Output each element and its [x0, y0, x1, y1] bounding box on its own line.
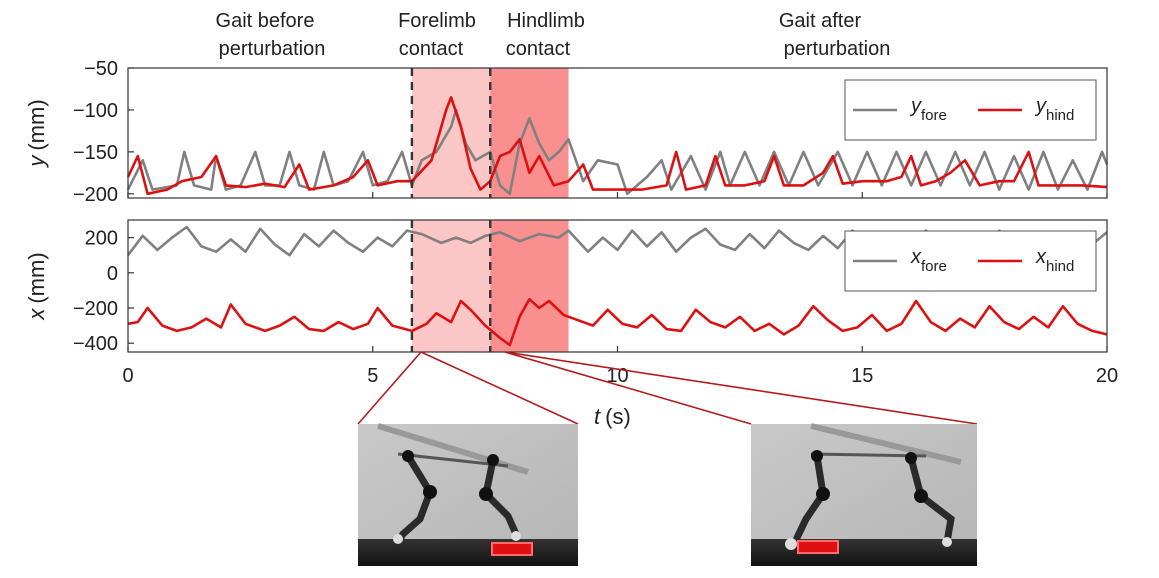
y-axis-label-unit: (mm) — [24, 252, 49, 303]
x-axis-label-unit: (s) — [605, 404, 631, 429]
connector-fore-right — [420, 351, 579, 425]
y-axis-label-unit: (mm) — [24, 99, 49, 150]
photo-contact-marker — [797, 540, 839, 554]
annotation-forelimb-line2: contact — [399, 38, 464, 60]
connector-fore-left — [357, 351, 422, 425]
annotation-gait-after-line1: Gait after — [779, 10, 862, 32]
annotation-gait-before-line1: Gait before — [216, 10, 315, 32]
x-axis-ticks: 0 5 10 15 20 — [122, 365, 1118, 387]
x-axis-label-var: t — [594, 404, 601, 429]
annotation-hindlimb: Hindlimb contact — [506, 10, 585, 60]
photo-hindlimb-contact — [751, 423, 977, 566]
x-tick-label: 20 — [1096, 365, 1118, 387]
photo-foot — [942, 537, 952, 547]
legend-y: yfore yhind — [844, 79, 1097, 141]
series-line-y-fore — [126, 108, 1109, 196]
legend-box — [844, 230, 1097, 292]
y-tick-label: 0 — [107, 263, 118, 285]
series-line-y-hind — [126, 96, 1108, 196]
legend-var: x — [910, 246, 922, 268]
annotation-gait-after-line2: perturbation — [784, 38, 891, 60]
photo-rail — [810, 423, 962, 465]
y-tick-label: −400 — [73, 333, 118, 355]
x-tick-label: 5 — [367, 365, 378, 387]
band-hindlimb-contact — [490, 220, 569, 352]
y-tick-label: −50 — [84, 58, 118, 80]
photo-joint — [914, 489, 928, 503]
y-tick-label: −200 — [73, 298, 118, 320]
annotation-gait-after: Gait after perturbation — [779, 10, 891, 60]
legend-x: xfore xhind — [844, 230, 1097, 292]
photo-joint — [811, 450, 823, 462]
y-tick-label: −150 — [73, 142, 118, 164]
annotation-hindlimb-line2: contact — [506, 38, 571, 60]
photo-forelimb-contact — [358, 423, 578, 566]
connector-hind-right — [504, 351, 978, 425]
band-forelimb-contact — [411, 68, 491, 198]
legend-label-fore: yfore — [909, 95, 947, 124]
photo-foot — [511, 531, 521, 541]
photo-foot — [785, 538, 797, 550]
annotation-hindlimb-line1: Hindlimb — [507, 10, 585, 32]
legend-var: y — [909, 95, 922, 117]
photo-joint — [479, 487, 493, 501]
band-forelimb-contact — [411, 220, 491, 352]
legend-sub: fore — [921, 258, 947, 275]
legend-sub: hind — [1046, 107, 1074, 124]
y-tick-label: −100 — [73, 100, 118, 122]
zoom-connectors — [357, 351, 978, 425]
x-tick-label: 0 — [122, 365, 133, 387]
y-tick-label: −200 — [73, 184, 118, 206]
x-tick-label: 15 — [851, 365, 873, 387]
annotation-gait-before: Gait before perturbation — [216, 10, 326, 60]
photo-leg-hind — [907, 454, 955, 546]
legend-label-hind: yhind — [1034, 95, 1074, 124]
annotation-forelimb-line1: Forelimb — [398, 10, 476, 32]
band-hindlimb-contact — [490, 68, 569, 198]
legend-sub: fore — [921, 107, 947, 124]
photo-joint — [423, 485, 437, 499]
photo-joint — [905, 452, 917, 464]
connector-hind-left — [504, 351, 752, 425]
x-axis-label: t (s) — [594, 404, 631, 429]
photo-floor — [358, 539, 578, 566]
photo-leg-front — [791, 452, 827, 546]
photo-joint — [816, 487, 830, 501]
y-tick-label: 200 — [85, 228, 118, 250]
legend-label-fore: xfore — [910, 246, 947, 275]
legend-var: x — [1035, 246, 1047, 268]
y-axis-label-y: y (mm) — [24, 99, 49, 168]
photo-joint — [402, 450, 414, 462]
annotation-gait-before-line2: perturbation — [219, 38, 326, 60]
photo-joint — [487, 454, 499, 466]
y-axis-label-var: y — [24, 154, 49, 169]
y-axis-label-x: x (mm) — [24, 252, 49, 320]
legend-var: y — [1034, 95, 1047, 117]
series-line-x-hind — [127, 297, 1108, 347]
legend-label-hind: xhind — [1035, 246, 1074, 275]
photo-leg-hind — [482, 456, 520, 538]
annotation-forelimb: Forelimb contact — [398, 10, 476, 60]
photo-foot — [393, 534, 403, 544]
photo-contact-marker — [491, 542, 533, 556]
y-axis-label-var: x — [24, 308, 49, 321]
legend-sub: hind — [1046, 258, 1074, 275]
